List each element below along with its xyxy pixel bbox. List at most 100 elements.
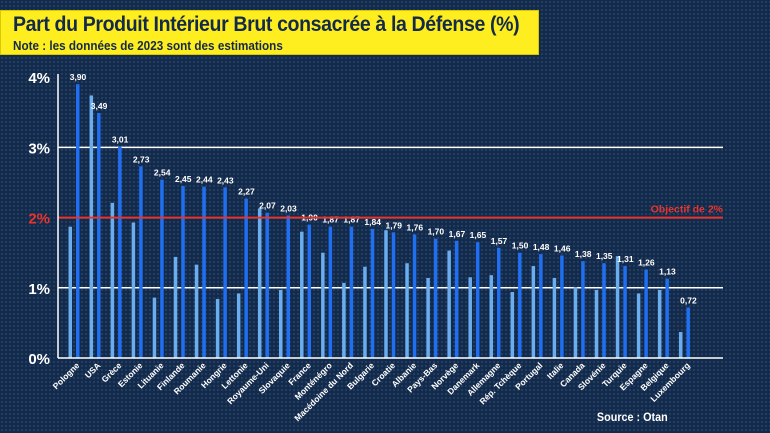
data-label: 2,03	[280, 203, 297, 213]
bar-earlier	[594, 289, 599, 358]
bar-latest	[181, 186, 185, 358]
bar-latest	[349, 226, 354, 358]
bar-earlier	[321, 252, 325, 358]
data-label: 2,27	[238, 187, 255, 197]
bar-earlier	[657, 289, 662, 358]
data-label: 1,79	[385, 220, 402, 230]
bar-earlier	[405, 263, 409, 358]
data-label: 3,01	[112, 135, 129, 145]
y-tick-label: 3%	[28, 140, 50, 157]
bar-latest	[202, 186, 206, 358]
data-label: 2,07	[259, 201, 276, 211]
bar-earlier	[510, 292, 515, 358]
data-label: 3,90	[70, 72, 87, 82]
x-tick-label: Pologne	[51, 360, 82, 391]
bar-earlier	[279, 289, 283, 358]
bar-latest	[539, 254, 543, 358]
data-label: 1,65	[470, 230, 487, 240]
bar-latest	[644, 269, 648, 358]
bar-latest	[76, 84, 80, 358]
bar-earlier	[342, 282, 346, 358]
bar-earlier	[489, 275, 493, 358]
bar-latest	[118, 146, 122, 358]
data-label: 2,43	[217, 175, 234, 185]
bar-latest	[160, 179, 164, 358]
bar-latest	[623, 266, 627, 358]
data-label: 3,49	[91, 101, 108, 111]
bar-earlier	[636, 293, 641, 358]
chart-subtitle: Note : les données de 2023 sont des esti…	[13, 38, 283, 53]
data-label: 1,26	[638, 258, 655, 268]
data-label: 1,38	[575, 249, 592, 259]
data-label: 2,54	[154, 168, 171, 178]
data-label: 1,87	[343, 215, 360, 225]
bar-earlier	[384, 230, 388, 358]
data-label: 1,84	[364, 217, 381, 227]
target-line-label: Objectif de 2%	[651, 204, 724, 216]
bar-earlier	[468, 277, 472, 358]
bar-latest	[391, 232, 396, 358]
source-note: Source : Otan	[597, 410, 669, 424]
y-tick-label: 0%	[28, 351, 50, 368]
data-label: 1,46	[554, 244, 571, 254]
bar-latest	[97, 113, 101, 358]
data-label: 1,70	[428, 227, 445, 237]
bar-latest	[454, 240, 459, 358]
y-tick-label: 4%	[28, 70, 50, 87]
data-label: 2,44	[196, 175, 213, 185]
bar-latest	[602, 263, 606, 358]
data-label: 1,50	[512, 241, 529, 251]
data-label: 1,13	[659, 267, 676, 277]
bar-latest	[518, 252, 522, 358]
bar-latest	[433, 238, 438, 358]
bar-latest	[370, 228, 375, 358]
bar-latest	[560, 255, 564, 358]
bar-latest	[307, 224, 312, 358]
data-label: 1,76	[407, 222, 424, 232]
data-label: 1,87	[322, 215, 339, 225]
data-label: 1,48	[533, 242, 550, 252]
bar-earlier	[173, 256, 178, 358]
bar-earlier	[110, 202, 115, 358]
bar-latest	[581, 261, 585, 358]
bar-earlier	[531, 266, 536, 358]
bar-earlier	[300, 231, 304, 358]
title-banner: Part du Produit Intérieur Brut consacrée…	[0, 10, 539, 55]
bar-latest	[286, 215, 290, 358]
bar-earlier	[257, 208, 262, 358]
data-label: 1,31	[617, 254, 634, 264]
bar-latest	[412, 234, 417, 358]
data-label: 0,72	[680, 295, 697, 305]
data-label: 2,73	[133, 154, 150, 164]
bar-earlier	[215, 299, 220, 358]
bar-earlier	[447, 250, 451, 358]
bar-earlier	[573, 287, 578, 358]
bar-latest	[328, 226, 333, 358]
bar-earlier	[89, 95, 94, 359]
data-label: 1,57	[491, 236, 508, 246]
y-tick-label: 2%	[28, 211, 50, 228]
y-tick-label: 1%	[28, 281, 50, 298]
bar-latest	[497, 247, 501, 358]
bar-earlier	[615, 256, 620, 358]
data-label: 1,67	[449, 229, 466, 239]
bar-latest	[665, 278, 669, 358]
bar-earlier	[131, 222, 136, 358]
bar-earlier	[426, 277, 430, 358]
data-label: 2,45	[175, 174, 192, 184]
bar-latest	[223, 187, 227, 358]
bar-earlier	[552, 277, 557, 358]
bar-earlier	[678, 332, 683, 358]
bar-earlier	[68, 226, 72, 358]
bar-latest	[265, 212, 269, 358]
bar-earlier	[152, 297, 157, 358]
bar-earlier	[236, 293, 241, 358]
chart-title: Part du Produit Intérieur Brut consacrée…	[13, 13, 520, 36]
bar-latest	[475, 242, 480, 358]
bar-earlier	[194, 264, 199, 358]
bar-latest	[244, 198, 248, 358]
data-label: 1,35	[596, 251, 613, 261]
bar-latest	[139, 166, 143, 358]
bar-latest	[686, 307, 690, 358]
